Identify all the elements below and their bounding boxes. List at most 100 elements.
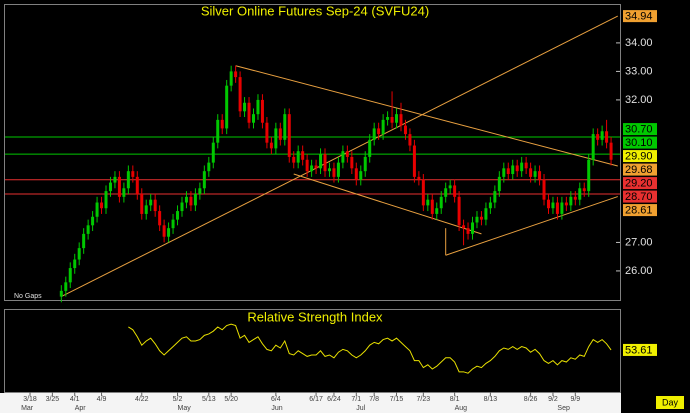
- candle-body: [68, 268, 72, 283]
- candle-body: [372, 128, 376, 140]
- candle-body: [100, 202, 104, 209]
- rsi-panel: [4, 309, 621, 393]
- x-tick-label: 7/8: [369, 396, 379, 403]
- candle-body: [292, 156, 296, 163]
- candle-body: [202, 171, 206, 189]
- candle-body: [439, 196, 443, 209]
- candle-body: [564, 202, 568, 206]
- candle-body: [390, 117, 394, 123]
- candle-body: [363, 156, 367, 172]
- candle-body: [488, 202, 492, 209]
- candle-body: [435, 208, 439, 214]
- x-tick-label: 4/1: [70, 396, 80, 403]
- candle-body: [515, 165, 519, 172]
- x-tick-label: 7/1: [351, 396, 361, 403]
- candle-body: [211, 142, 215, 163]
- candle-body: [287, 114, 291, 157]
- candle-body: [332, 168, 336, 177]
- candle-body: [345, 151, 349, 157]
- candle-body: [475, 216, 479, 223]
- x-tick-label: 9/9: [570, 396, 580, 403]
- month-label: Aug: [455, 405, 468, 412]
- candle-body: [430, 199, 434, 214]
- month-label: Sep: [557, 405, 570, 412]
- x-tick-label: 8/1: [450, 396, 460, 403]
- trend-line: [235, 65, 618, 167]
- price-label-box: [623, 123, 657, 136]
- y-tick-label: 27.00: [625, 236, 653, 248]
- note: No Gaps: [14, 293, 42, 300]
- candle-body: [149, 199, 153, 206]
- x-tick-label: 3/18: [23, 396, 37, 403]
- candle-body: [117, 176, 121, 197]
- candle-body: [234, 71, 238, 78]
- candle-body: [216, 119, 220, 143]
- price-label-box: [623, 204, 657, 217]
- candle-body: [542, 179, 546, 200]
- trend-line: [293, 173, 482, 235]
- price-label: 34.94: [625, 11, 653, 23]
- candle-body: [229, 71, 233, 86]
- x-tick-label: 9/2: [548, 396, 558, 403]
- price-label: 30.70: [625, 123, 653, 135]
- candle-body: [462, 225, 466, 229]
- month-label: May: [178, 405, 192, 412]
- candle-body: [198, 188, 202, 194]
- candle-body: [417, 176, 421, 180]
- candle-body: [269, 142, 273, 149]
- chart-title: Silver Online Futures Sep-24 (SVFU24): [201, 3, 429, 18]
- candle-body: [189, 196, 193, 206]
- candle-body: [180, 202, 184, 212]
- candle-body: [596, 134, 600, 140]
- candle-body: [144, 205, 148, 214]
- candle-body: [538, 171, 542, 180]
- candle-body: [336, 162, 340, 177]
- x-tick-label: 4/9: [97, 396, 107, 403]
- x-tick-label: 5/2: [173, 396, 183, 403]
- price-label-box: [623, 190, 657, 203]
- candle-body: [59, 290, 63, 297]
- candle-body: [408, 134, 412, 146]
- price-label-box: [623, 163, 657, 176]
- price-label: 29.68: [625, 164, 653, 176]
- x-tick-label: 3/25: [46, 396, 60, 403]
- candle-body: [560, 202, 564, 214]
- rsi-line: [128, 323, 612, 374]
- candle-body: [323, 154, 327, 172]
- candle-body: [426, 199, 430, 206]
- candle-body: [569, 196, 573, 206]
- candle-body: [555, 202, 559, 214]
- candle-body: [158, 211, 162, 226]
- candle-body: [395, 114, 399, 123]
- candle-body: [511, 165, 515, 175]
- candle-body: [551, 202, 555, 209]
- month-label: Jul: [356, 405, 365, 412]
- price-label: 28.70: [625, 191, 653, 203]
- candle-body: [64, 282, 68, 291]
- candle-body: [403, 125, 407, 135]
- rsi-label-box: [623, 343, 657, 356]
- candle-body: [131, 171, 135, 177]
- candle-body: [301, 151, 305, 160]
- candle-body: [421, 179, 425, 206]
- trend-line: [61, 15, 618, 298]
- candle-body: [140, 193, 144, 214]
- candle-body: [471, 222, 475, 234]
- candle-body: [260, 99, 264, 123]
- candle-body: [399, 114, 403, 126]
- rsi-label: 53.61: [625, 344, 653, 356]
- candle-body: [126, 171, 130, 189]
- candle-body: [113, 176, 117, 183]
- y-tick-label: 33.00: [625, 65, 653, 77]
- candle-body: [193, 193, 197, 206]
- x-tick-label: 8/13: [484, 396, 498, 403]
- candle-body: [587, 159, 591, 192]
- x-tick-label: 5/20: [224, 396, 238, 403]
- candle-body: [319, 154, 323, 169]
- candle-body: [225, 85, 229, 129]
- candle-body: [502, 168, 506, 177]
- candle-body: [283, 114, 287, 140]
- candle-body: [578, 188, 582, 200]
- candle-body: [176, 211, 180, 220]
